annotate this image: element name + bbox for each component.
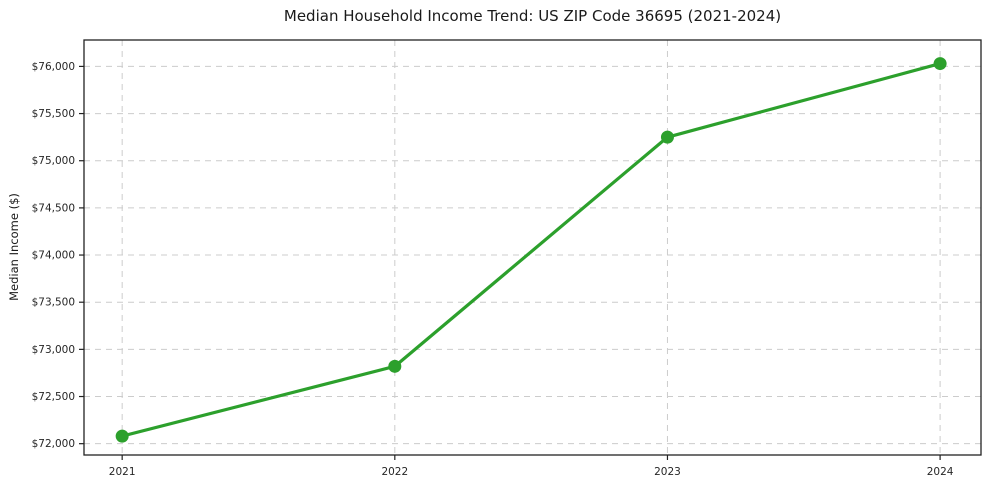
y-tick-label: $74,500 [32, 202, 75, 214]
x-tick-label: 2024 [927, 466, 954, 478]
data-point-marker [115, 429, 129, 443]
x-tick-label: 2022 [381, 466, 408, 478]
chart-title: Median Household Income Trend: US ZIP Co… [283, 7, 782, 25]
y-tick-label: $73,500 [32, 297, 75, 309]
data-point-marker [660, 130, 674, 144]
y-tick-label: $76,000 [32, 61, 75, 73]
y-tick-label: $72,000 [32, 438, 75, 450]
y-axis-label: Median Income ($) [7, 193, 21, 301]
x-tick-label: 2021 [109, 466, 136, 478]
income-line-series [120, 61, 942, 438]
x-tick-label: 2023 [654, 466, 681, 478]
data-point-marker [388, 359, 402, 373]
y-tick-label: $75,500 [32, 108, 75, 120]
y-tick-label: $72,500 [32, 391, 75, 403]
y-tick-label: $75,000 [32, 155, 75, 167]
data-point-marker [933, 57, 947, 71]
plot-border [83, 39, 982, 456]
y-tick-label: $74,000 [32, 250, 75, 262]
y-tick-label: $73,000 [32, 344, 75, 356]
